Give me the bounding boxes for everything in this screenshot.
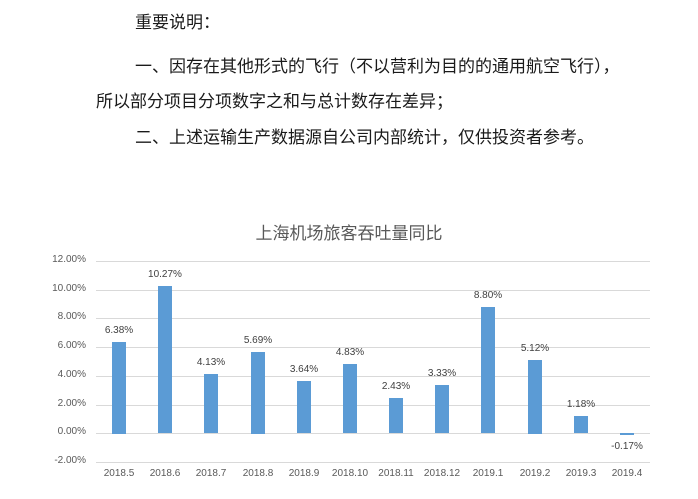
gridline — [96, 433, 650, 434]
data-label: 5.69% — [243, 335, 273, 346]
gridline — [96, 405, 650, 406]
bar — [574, 416, 588, 433]
gridline — [96, 318, 650, 319]
x-tick-label: 2018.8 — [242, 468, 274, 479]
x-tick-label: 2018.5 — [103, 468, 135, 479]
bar — [297, 381, 311, 433]
y-tick-label: 8.00% — [57, 311, 86, 322]
y-tick-label: 6.00% — [57, 340, 86, 351]
notes-line-1: 一、因存在其他形式的飞行（不以营利为目的的通用航空飞行）， — [135, 57, 620, 77]
x-tick-label: 2018.9 — [288, 468, 320, 479]
data-label: 5.12% — [520, 343, 550, 354]
bar — [481, 307, 495, 433]
bar — [389, 398, 403, 433]
y-tick-label: -2.00% — [54, 455, 86, 466]
bar — [158, 286, 172, 433]
data-label: 2.43% — [381, 381, 411, 392]
data-label: 3.33% — [427, 368, 457, 379]
data-label: 4.13% — [196, 357, 226, 368]
data-label: 1.18% — [566, 399, 596, 410]
bar — [112, 342, 126, 434]
gridline — [96, 462, 650, 463]
gridline — [96, 376, 650, 377]
x-tick-label: 2018.12 — [423, 468, 461, 479]
data-label: 6.38% — [104, 325, 134, 336]
x-tick-label: 2019.4 — [611, 468, 643, 479]
x-tick-label: 2018.6 — [149, 468, 181, 479]
notes-line-3: 二、上述运输生产数据源自公司内部统计，仅供投资者参考。 — [135, 128, 594, 148]
gridline — [96, 261, 650, 262]
y-tick-label: 12.00% — [52, 254, 86, 265]
y-tick-label: 4.00% — [57, 369, 86, 380]
y-tick-label: 10.00% — [52, 283, 86, 294]
bar — [343, 364, 357, 433]
x-tick-label: 2018.10 — [331, 468, 369, 479]
bar — [620, 433, 634, 435]
bar — [204, 374, 218, 433]
y-tick-label: 0.00% — [57, 426, 86, 437]
bar — [435, 385, 449, 433]
notes-line-2: 所以部分项目分项数字之和与总计数存在差异； — [96, 92, 453, 112]
bar — [528, 360, 542, 434]
data-label: 10.27% — [148, 269, 182, 280]
data-label: -0.17% — [611, 441, 643, 452]
x-tick-label: 2019.3 — [565, 468, 597, 479]
bar — [251, 352, 265, 434]
data-label: 8.80% — [473, 290, 503, 301]
notes-heading: 重要说明： — [135, 13, 220, 33]
gridline — [96, 290, 650, 291]
data-label: 4.83% — [335, 347, 365, 358]
x-tick-label: 2019.1 — [472, 468, 504, 479]
x-tick-label: 2018.11 — [378, 468, 414, 479]
x-tick-label: 2019.2 — [519, 468, 551, 479]
x-tick-label: 2018.7 — [195, 468, 227, 479]
data-label: 3.64% — [289, 364, 319, 375]
gridline — [96, 347, 650, 348]
chart-title: 上海机场旅客吞吐量同比 — [255, 224, 443, 244]
y-tick-label: 2.00% — [57, 398, 86, 409]
